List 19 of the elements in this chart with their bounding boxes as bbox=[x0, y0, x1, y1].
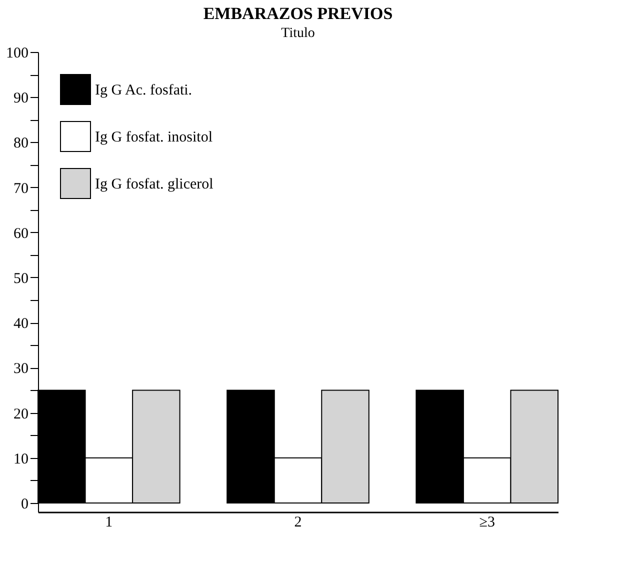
x-tick-label: 2 bbox=[294, 514, 302, 530]
y-tick-label: 70 bbox=[14, 180, 28, 197]
y-tick-label: 20 bbox=[14, 406, 28, 422]
y-tick-label: 0 bbox=[21, 496, 28, 512]
y-tick-label: 40 bbox=[14, 316, 28, 332]
y-tick-label: 10 bbox=[14, 451, 28, 468]
legend-label: Ig G Ac. fosfati. bbox=[95, 82, 192, 98]
y-tick-label: 80 bbox=[14, 136, 28, 152]
x-tick-label: ≥3 bbox=[479, 514, 495, 530]
chart-title: EMBARAZOS PREVIOS bbox=[203, 4, 393, 23]
x-tick-label: 1 bbox=[105, 514, 113, 530]
y-tick-label: 90 bbox=[14, 90, 28, 107]
y-tick-label: 30 bbox=[14, 361, 28, 378]
y-axis-title: Titulo bbox=[281, 26, 315, 41]
legend-label: Ig G fosfat. inositol bbox=[95, 130, 212, 146]
y-tick-label: 100 bbox=[6, 46, 28, 62]
y-tick-label: 50 bbox=[14, 270, 28, 287]
legend-label: Ig G fosfat. glicerol bbox=[95, 176, 214, 192]
y-tick-label: 60 bbox=[14, 226, 28, 242]
